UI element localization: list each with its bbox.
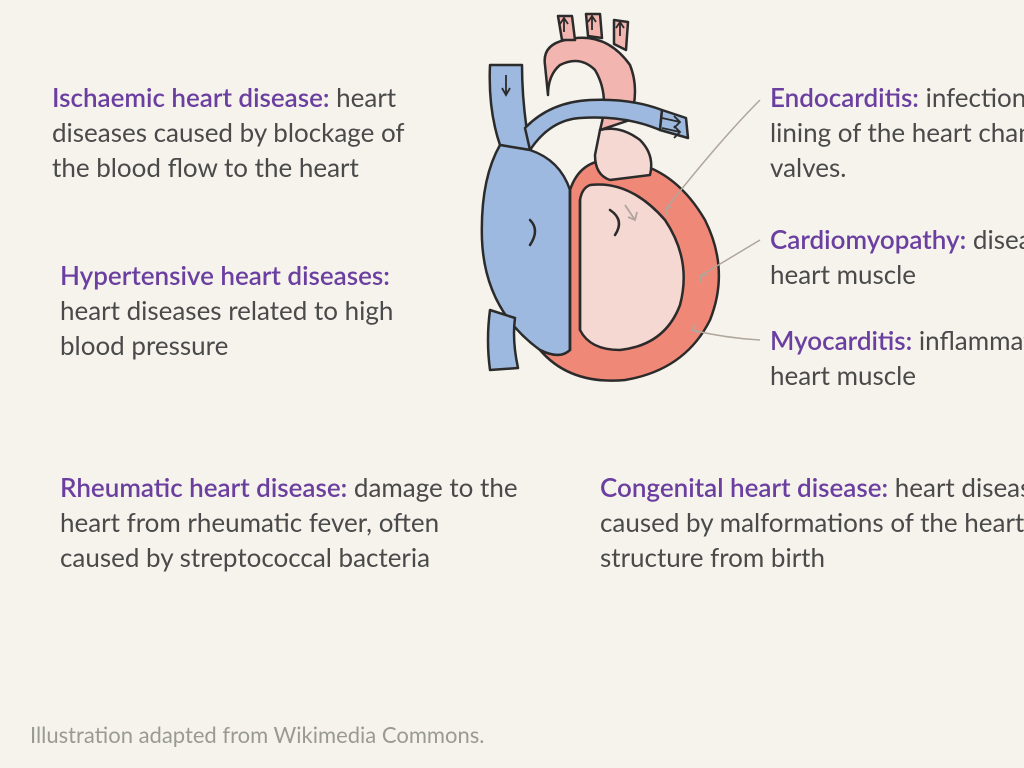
disease-title: Congenital heart disease: xyxy=(600,471,888,503)
disease-congenital: Congenital heart disease: heart diseases… xyxy=(600,470,1024,575)
disease-title: Cardiomyopathy: xyxy=(770,223,966,255)
disease-title: Rheumatic heart disease: xyxy=(60,471,347,503)
heart-diagram xyxy=(430,10,740,390)
disease-myocarditis: Myocarditis: inflammation of the heart m… xyxy=(770,323,1024,393)
disease-title: Myocarditis: xyxy=(770,324,912,356)
disease-cardiomyopathy: Cardiomyopathy: diseases of the heart mu… xyxy=(770,222,1024,292)
disease-hypertensive: Hypertensive heart diseases: heart disea… xyxy=(60,258,400,363)
disease-title: Ischaemic heart disease: xyxy=(52,81,330,113)
disease-rheumatic: Rheumatic heart disease: damage to the h… xyxy=(60,470,520,575)
attribution-footer: Illustration adapted from Wikimedia Comm… xyxy=(30,721,484,748)
disease-endocarditis: Endocarditis: infection of the inner lin… xyxy=(770,80,1024,185)
disease-ischaemic: Ischaemic heart disease: heart diseases … xyxy=(52,80,422,185)
disease-body: heart diseases related to high blood pre… xyxy=(60,294,393,361)
disease-title: Endocarditis: xyxy=(770,81,919,113)
disease-title: Hypertensive heart diseases: xyxy=(60,259,390,291)
